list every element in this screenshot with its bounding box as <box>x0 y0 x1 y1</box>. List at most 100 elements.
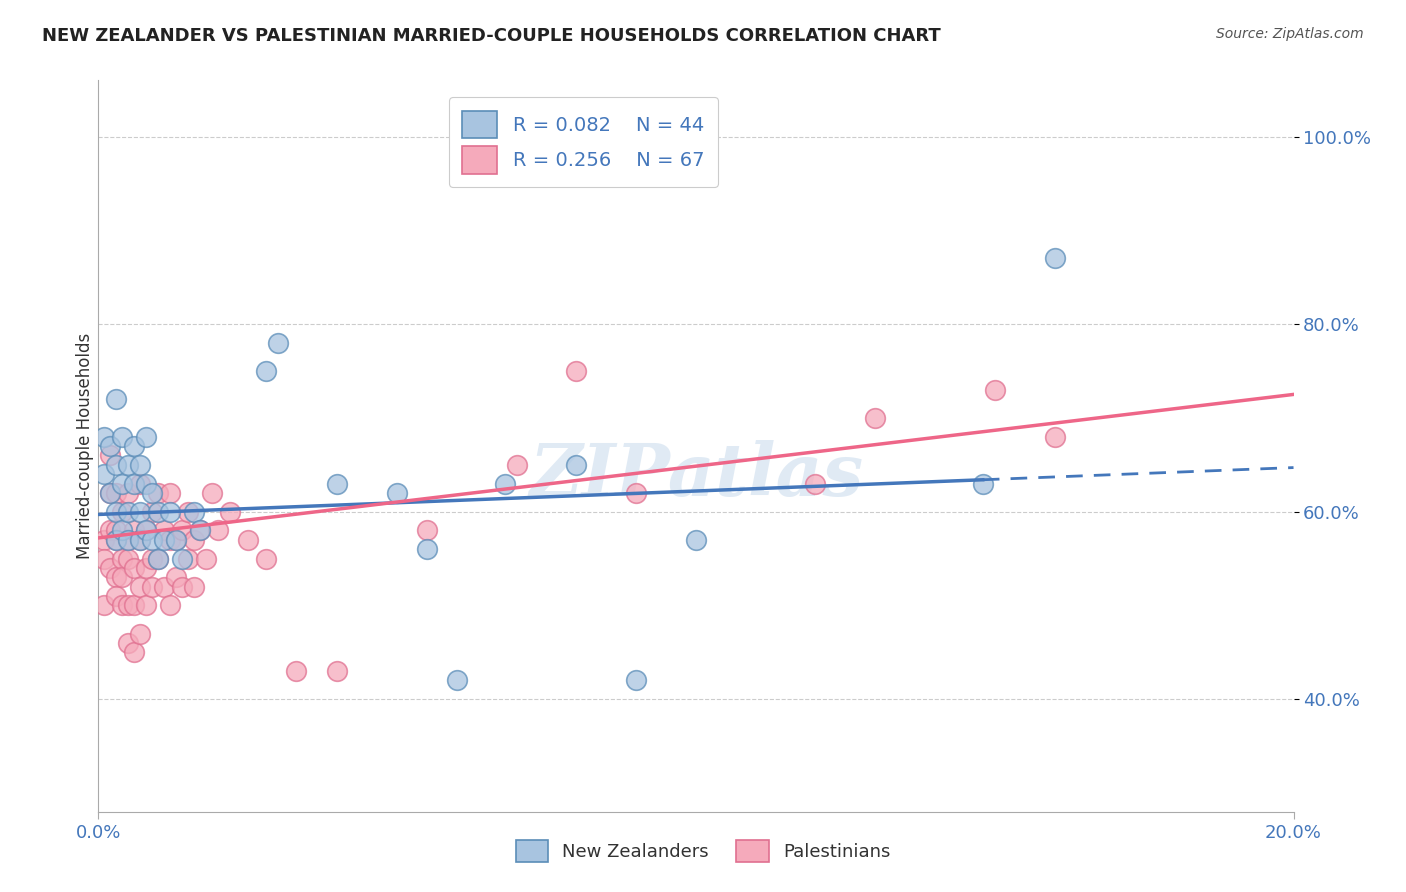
Point <box>446 673 468 688</box>
Point <box>326 664 349 678</box>
Point <box>135 476 157 491</box>
Point <box>98 439 122 453</box>
Point <box>111 505 134 519</box>
Point <box>93 551 115 566</box>
Point <box>984 383 1007 397</box>
Point <box>117 486 139 500</box>
Point <box>105 533 128 547</box>
Point <box>385 486 409 500</box>
Point <box>159 505 181 519</box>
Point <box>153 533 176 547</box>
Point <box>865 410 887 425</box>
Point <box>494 476 516 491</box>
Point <box>111 476 134 491</box>
Point <box>111 570 134 584</box>
Text: Source: ZipAtlas.com: Source: ZipAtlas.com <box>1216 27 1364 41</box>
Point <box>267 335 290 350</box>
Point <box>177 551 200 566</box>
Point <box>183 505 205 519</box>
Point <box>105 392 128 406</box>
Point <box>98 524 122 538</box>
Point <box>135 524 157 538</box>
Point <box>153 580 176 594</box>
Point <box>207 524 229 538</box>
Point <box>135 524 157 538</box>
Point <box>105 589 128 603</box>
Point <box>148 505 170 519</box>
Point <box>129 505 152 519</box>
Point <box>93 599 115 613</box>
Point <box>117 533 139 547</box>
Point <box>105 505 128 519</box>
Point <box>172 551 194 566</box>
Point <box>165 533 187 547</box>
Point <box>195 551 218 566</box>
Point <box>148 551 170 566</box>
Point <box>135 429 157 443</box>
Point <box>141 486 163 500</box>
Point <box>165 570 187 584</box>
Point <box>93 533 115 547</box>
Point <box>172 580 194 594</box>
Point <box>129 626 152 640</box>
Text: NEW ZEALANDER VS PALESTINIAN MARRIED-COUPLE HOUSEHOLDS CORRELATION CHART: NEW ZEALANDER VS PALESTINIAN MARRIED-COU… <box>42 27 941 45</box>
Point <box>129 476 152 491</box>
Point <box>117 599 139 613</box>
Point <box>804 476 827 491</box>
Point <box>254 551 277 566</box>
Point <box>105 533 128 547</box>
Point <box>177 505 200 519</box>
Point <box>93 467 115 482</box>
Point <box>183 580 205 594</box>
Y-axis label: Married-couple Households: Married-couple Households <box>76 333 94 559</box>
Point <box>183 533 205 547</box>
Point <box>159 486 181 500</box>
Point <box>284 664 307 678</box>
Point <box>124 599 146 613</box>
Point <box>159 533 181 547</box>
Point <box>236 533 259 547</box>
Point <box>129 580 152 594</box>
Point <box>565 458 588 472</box>
Point <box>129 533 152 547</box>
Point <box>135 599 157 613</box>
Point <box>105 486 128 500</box>
Point <box>141 505 163 519</box>
Point <box>626 486 648 500</box>
Point <box>626 673 648 688</box>
Point <box>117 505 139 519</box>
Point <box>188 524 211 538</box>
Legend: R = 0.082    N = 44, R = 0.256    N = 67: R = 0.082 N = 44, R = 0.256 N = 67 <box>449 97 718 187</box>
Point <box>111 599 134 613</box>
Point <box>105 458 128 472</box>
Point <box>254 364 277 378</box>
Point <box>124 561 146 575</box>
Point <box>117 551 139 566</box>
Point <box>685 533 707 547</box>
Point <box>141 551 163 566</box>
Point <box>219 505 242 519</box>
Point <box>93 429 115 443</box>
Point <box>124 524 146 538</box>
Point <box>98 561 122 575</box>
Point <box>124 476 146 491</box>
Point <box>416 524 439 538</box>
Point <box>124 439 146 453</box>
Point <box>416 542 439 557</box>
Point <box>117 636 139 650</box>
Point <box>172 524 194 538</box>
Point <box>153 524 176 538</box>
Point <box>135 561 157 575</box>
Point <box>105 524 128 538</box>
Point <box>129 533 152 547</box>
Point <box>141 533 163 547</box>
Text: ZIPatlas: ZIPatlas <box>529 440 863 511</box>
Point <box>129 458 152 472</box>
Point <box>141 580 163 594</box>
Point <box>117 533 139 547</box>
Point <box>98 486 122 500</box>
Legend: New Zealanders, Palestinians: New Zealanders, Palestinians <box>509 833 897 870</box>
Point <box>565 364 588 378</box>
Point <box>972 476 994 491</box>
Point <box>117 458 139 472</box>
